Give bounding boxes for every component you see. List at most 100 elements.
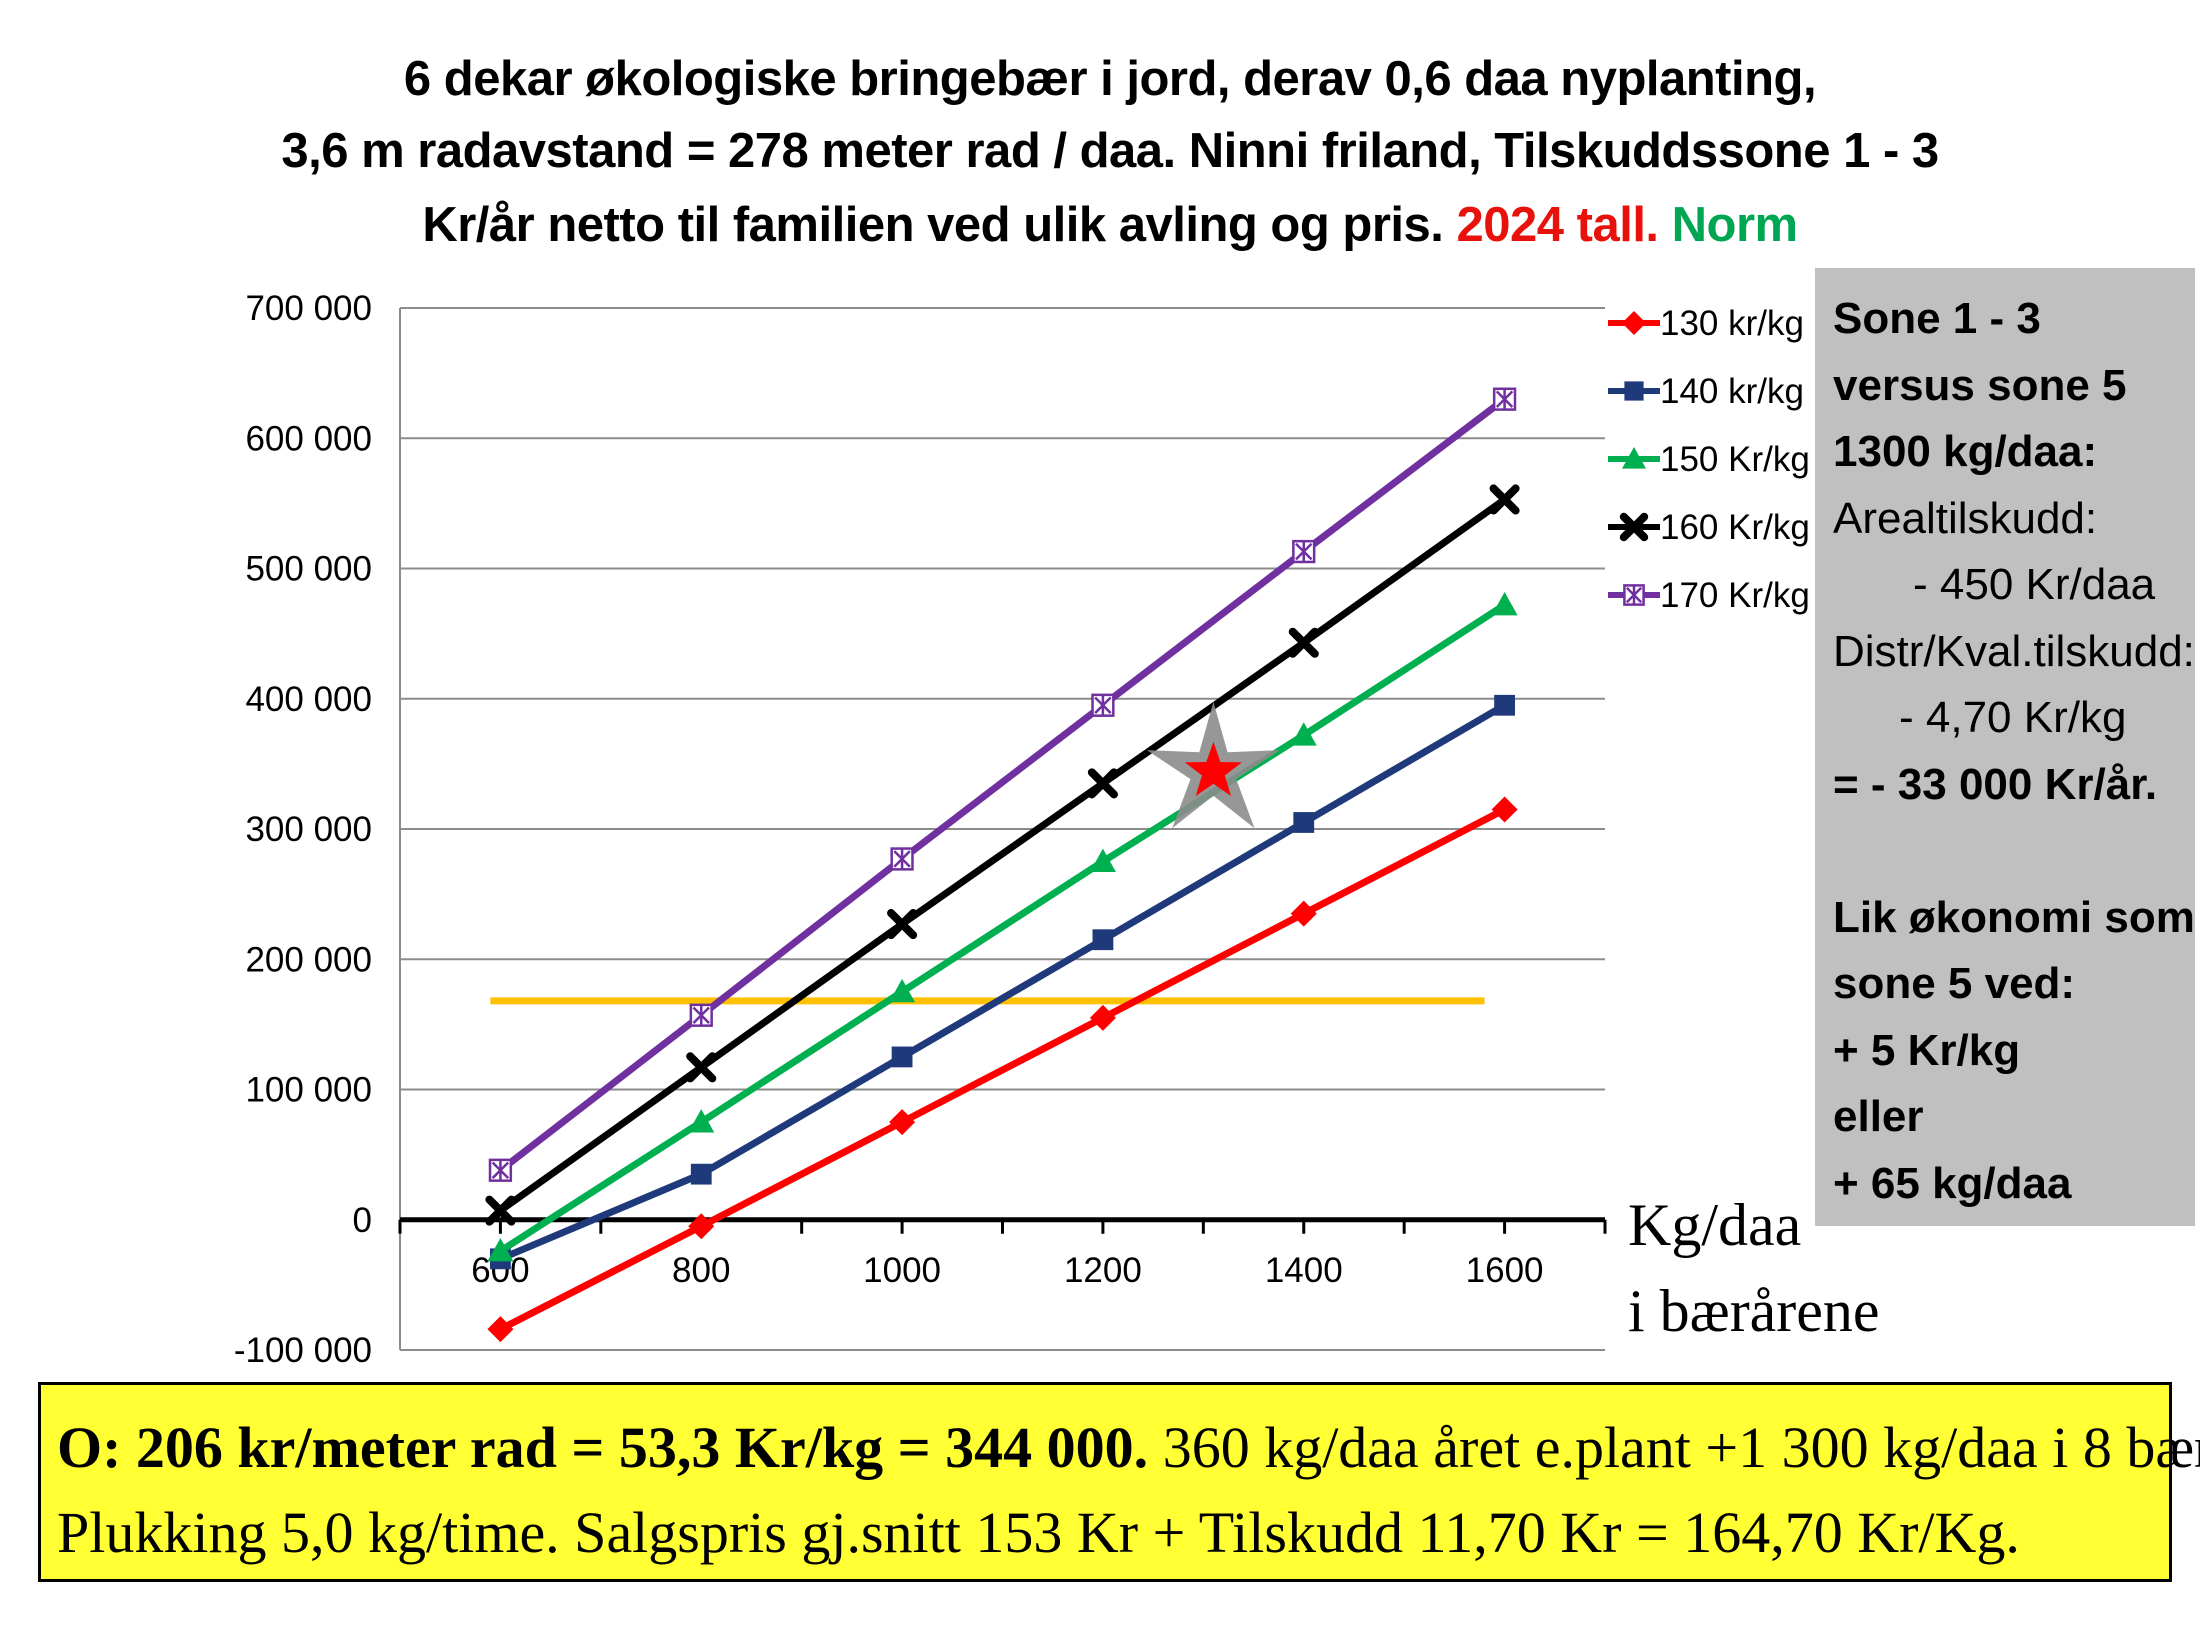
triangle-marker bbox=[1491, 591, 1518, 616]
title-year-label: 2024 tall. bbox=[1456, 198, 1660, 252]
summary-bold-text: O: 206 kr/meter rad = 53,3 Kr/kg = 344 0… bbox=[57, 1415, 1149, 1480]
data-point bbox=[1091, 693, 1115, 717]
data-point bbox=[887, 909, 918, 940]
data-point bbox=[487, 1238, 514, 1262]
triangle-marker bbox=[487, 1238, 514, 1262]
info-line: sone 5 ved: bbox=[1833, 959, 2076, 1008]
legend-label: 140 kr/kg bbox=[1660, 372, 1804, 411]
diamond-marker bbox=[487, 1316, 514, 1343]
y-tick-label: 400 000 bbox=[245, 680, 372, 719]
x-axis-label: i bærårene bbox=[1628, 1278, 1880, 1344]
chart-title-line-2: 3,6 m radavstand = 278 meter rad / daa. … bbox=[281, 124, 1939, 178]
data-point bbox=[891, 1046, 913, 1068]
chart-title-line-3: Kr/år netto til familien ved ulik avling… bbox=[40, 194, 2180, 256]
x-tick-label: 1000 bbox=[863, 1251, 941, 1290]
data-point bbox=[889, 1109, 916, 1136]
data-point bbox=[688, 1213, 715, 1240]
triangle-marker bbox=[1089, 848, 1116, 872]
x-marker-stroke bbox=[1087, 768, 1118, 799]
legend-marker bbox=[1622, 447, 1646, 469]
x-tick-label: 800 bbox=[672, 1251, 730, 1290]
x-marker-stroke bbox=[1489, 484, 1520, 515]
summary-text: 360 kg/daa året e.plant +1 300 kg/daa i … bbox=[1148, 1415, 2200, 1480]
diamond-marker bbox=[889, 1109, 916, 1136]
legend-label: 150 Kr/kg bbox=[1660, 440, 1810, 479]
data-point bbox=[1290, 900, 1317, 927]
data-point bbox=[1492, 387, 1517, 411]
series-line bbox=[498, 396, 1507, 1174]
x-marker-stroke bbox=[1288, 627, 1319, 658]
triangle-marker bbox=[688, 1109, 715, 1133]
square-marker bbox=[1293, 812, 1315, 833]
info-line: versus sone 5 bbox=[1833, 360, 2127, 410]
diamond-marker bbox=[1089, 1004, 1116, 1031]
x-tick-label: 1400 bbox=[1265, 1251, 1343, 1290]
data-point bbox=[1491, 796, 1518, 823]
y-tick-label: 200 000 bbox=[245, 940, 372, 979]
x-marker-stroke bbox=[887, 909, 918, 940]
data-point bbox=[890, 847, 914, 871]
summary-box: O: 206 kr/meter rad = 53,3 Kr/kg = 344 0… bbox=[38, 1382, 2200, 1582]
x-axis-label: Kg/daa bbox=[1628, 1192, 1801, 1258]
data-point bbox=[1293, 812, 1315, 833]
legend-label: 170 Kr/kg bbox=[1660, 576, 1810, 615]
y-tick-label: 700 000 bbox=[245, 289, 372, 328]
summary-line-1: O: 206 kr/meter rad = 53,3 Kr/kg = 344 0… bbox=[57, 1405, 2200, 1490]
data-point bbox=[688, 1109, 715, 1133]
info-line: = - 33 000 Kr/år. bbox=[1833, 759, 2158, 809]
legend-label: 160 Kr/kg bbox=[1660, 508, 1810, 547]
data-point bbox=[1288, 627, 1319, 658]
data-point bbox=[488, 1158, 513, 1182]
series-line bbox=[498, 496, 1507, 1214]
title-line-3-main: Kr/år netto til familien ved ulik avling… bbox=[422, 198, 1444, 252]
line-chart: -100 000 0 100 000 200 000 300 000 400 000 500… bbox=[234, 289, 1880, 1370]
data-point bbox=[690, 1163, 712, 1185]
square-marker bbox=[891, 1046, 913, 1068]
info-line: Sone 1 - 3 bbox=[1833, 294, 2041, 343]
x-marker-stroke bbox=[1619, 512, 1649, 542]
y-tick-label: -100 000 bbox=[234, 1331, 372, 1370]
data-point bbox=[1292, 539, 1316, 564]
summary-line-2: Plukking 5,0 kg/time. Salgspris gj.snitt… bbox=[57, 1500, 2020, 1565]
y-tick-label: 0 bbox=[353, 1201, 372, 1240]
data-point bbox=[1087, 768, 1118, 799]
triangle-marker bbox=[889, 978, 916, 1003]
series-line bbox=[498, 806, 1507, 1333]
y-tick-label: 500 000 bbox=[245, 550, 372, 589]
info-line-spacer bbox=[1833, 818, 2195, 885]
legend-marker bbox=[1624, 381, 1644, 401]
data-point bbox=[485, 1195, 516, 1226]
x-tick-label: 1600 bbox=[1466, 1251, 1544, 1290]
square-marker bbox=[1092, 929, 1114, 951]
data-point bbox=[487, 1316, 514, 1343]
x-tick-label: 1200 bbox=[1064, 1251, 1142, 1290]
square-marker bbox=[690, 1163, 712, 1185]
diamond-marker bbox=[1622, 311, 1646, 335]
y-tick-label: 100 000 bbox=[245, 1071, 372, 1110]
data-point bbox=[1089, 848, 1116, 872]
diamond-marker bbox=[1290, 900, 1317, 927]
x-marker-stroke bbox=[485, 1195, 516, 1226]
data-point bbox=[889, 978, 916, 1003]
info-line: Lik økonomi som bbox=[1833, 892, 2195, 942]
data-point bbox=[686, 1052, 717, 1083]
y-tick-label: 300 000 bbox=[245, 810, 372, 849]
data-point bbox=[1494, 694, 1515, 716]
legend-marker bbox=[1623, 584, 1645, 606]
zone-comparison-box: Sone 1 - 3 versus sone 5 1300 kg/daa: Ar… bbox=[1815, 268, 2195, 1226]
data-point bbox=[1290, 722, 1317, 746]
x-marker-stroke bbox=[686, 1052, 717, 1083]
chart-title-line-1: 6 dekar økologiske bringebær i jord, der… bbox=[403, 52, 1817, 106]
info-line: + 65 kg/daa bbox=[1833, 1158, 2072, 1208]
data-point bbox=[1489, 484, 1520, 515]
data-point bbox=[1089, 1004, 1116, 1031]
square-marker bbox=[1494, 694, 1515, 716]
title-norm-label: Norm bbox=[1671, 198, 1798, 252]
series-line bbox=[498, 602, 1507, 1254]
info-line: eller bbox=[1833, 1092, 1924, 1141]
info-line: 1300 kg/daa: bbox=[1833, 427, 2098, 476]
data-point bbox=[1092, 929, 1114, 951]
info-line: - 450 Kr/daa bbox=[1913, 560, 2156, 609]
diamond-marker bbox=[688, 1213, 715, 1240]
series-line bbox=[499, 702, 1507, 1263]
